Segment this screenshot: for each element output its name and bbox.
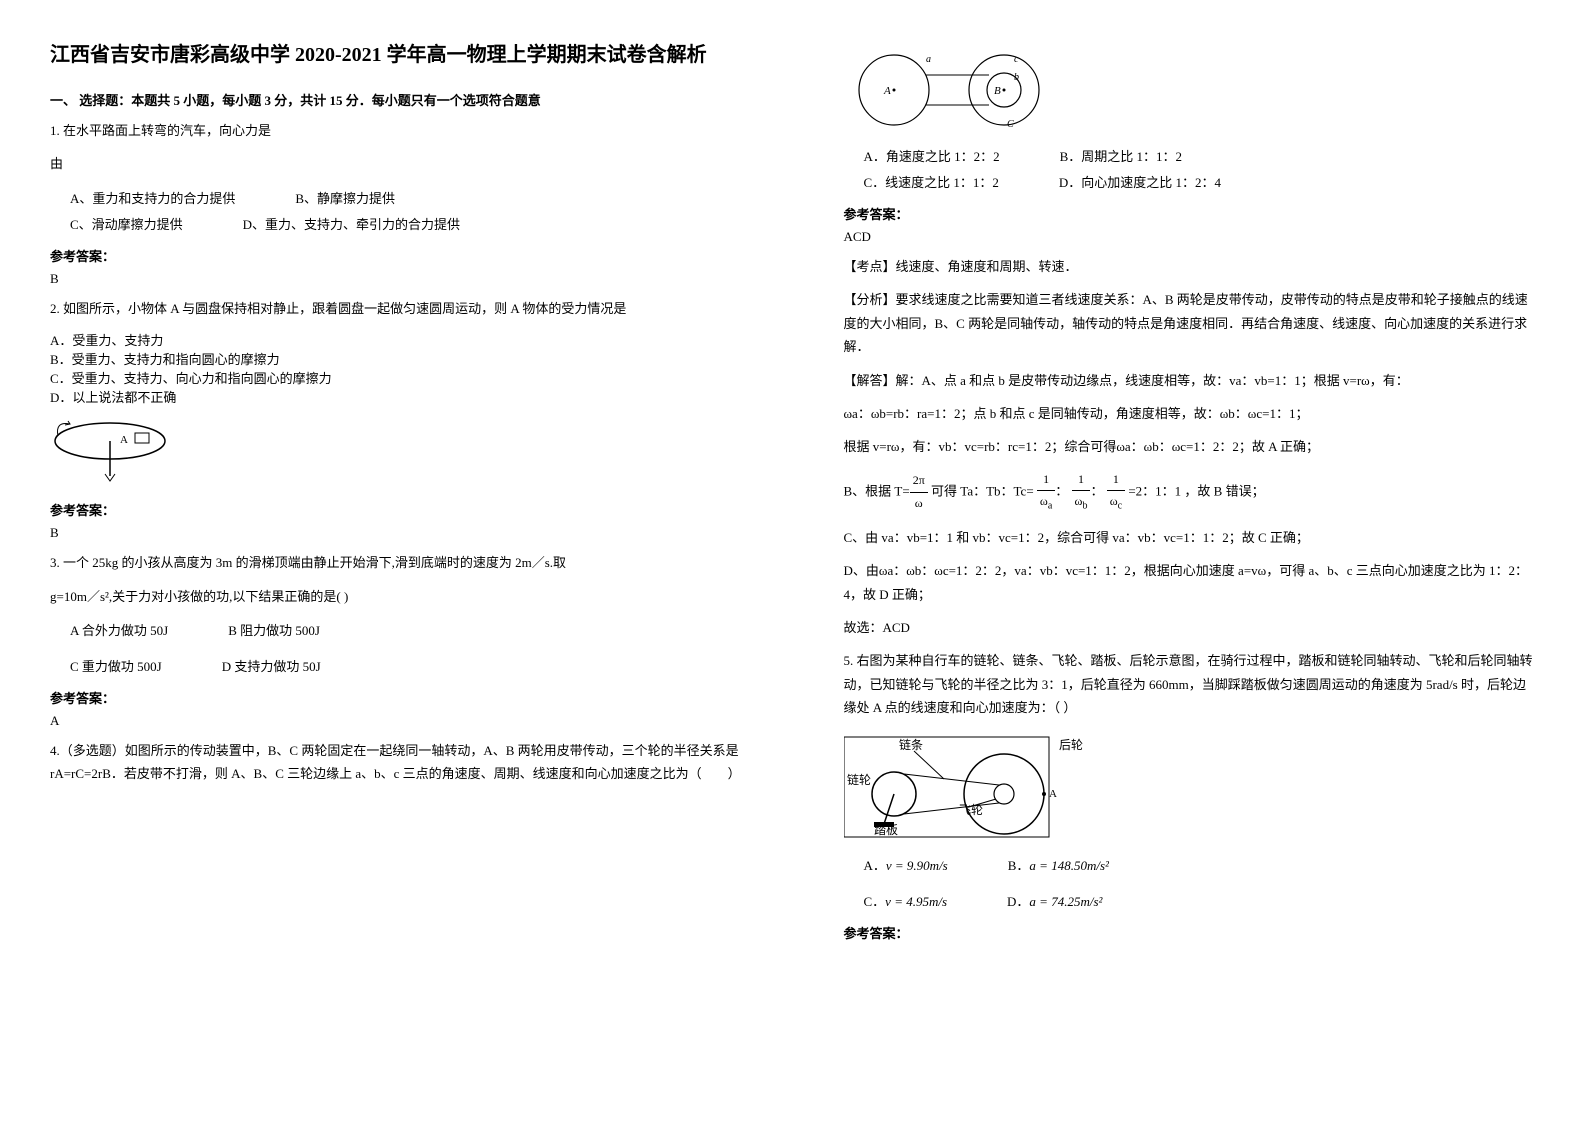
svg-text:A: A: [883, 85, 891, 97]
q4-solve3: 根据 v=rω，有：vb：vc=rb：rc=1：2；综合可得ωa：ωb：ωc=1…: [844, 435, 1538, 458]
q5-optA: A．v = 9.90m/s: [864, 853, 948, 879]
q3-optB: B 阻力做功 500J: [228, 618, 320, 644]
q3-optC: C 重力做功 500J: [70, 654, 162, 680]
right-column: A a B c b C A．角速度之比 1：2：2 B．周期之比 1：1：2 C…: [794, 0, 1587, 1122]
q2-answer-label: 参考答案：: [50, 500, 744, 519]
svg-text:C: C: [1007, 119, 1014, 130]
q4-formula-B: B、根据 T=2πω 可得 Ta：Tb：Tc= 1ωa： 1ωb： 1ωc =2…: [844, 469, 1538, 516]
q1-text: 1. 在水平路面上转弯的汽车，向心力是: [50, 119, 744, 142]
page-title: 江西省吉安市唐彩高级中学 2020-2021 学年高一物理上学期期末试卷含解析: [50, 40, 744, 70]
q4-solve4end: =2：1：1: [1128, 483, 1181, 498]
q4-optC: C．线速度之比 1：1：2: [864, 170, 999, 196]
q4-optD: D．向心加速度之比 1：2：4: [1059, 170, 1221, 196]
svg-text:A: A: [120, 434, 128, 446]
q1-answer-label: 参考答案：: [50, 246, 744, 265]
q5-optD: D．a = 74.25m/s²: [1007, 889, 1102, 915]
q4-optA: A．角速度之比 1：2：2: [864, 144, 1000, 170]
q1-optB: B、静摩擦力提供: [295, 186, 395, 212]
q1-optA: A、重力和支持力的合力提供: [70, 186, 235, 212]
q3-options: A 合外力做功 50J B 阻力做功 500J C 重力做功 500J D 支持…: [70, 618, 744, 680]
label-chain-wheel: 链轮: [847, 772, 871, 787]
q5-optC: C．v = 4.95m/s: [864, 889, 948, 915]
section-heading: 一、 选择题：本题共 5 小题，每小题 3 分，共计 15 分．每小题只有一个选…: [50, 90, 744, 109]
q5-answer-label: 参考答案：: [844, 923, 1538, 942]
q4-solve6: D、由ωa：ωb：ωc=1：2：2，va：vb：vc=1：1：2，根据向心加速度…: [844, 559, 1538, 606]
q2-optB: B．受重力、支持力和指向圆心的摩擦力: [50, 349, 744, 368]
q2-text: 2. 如图所示，小物体 A 与圆盘保持相对静止，跟着圆盘一起做匀速圆周运动，则 …: [50, 297, 744, 320]
q4-text: 4.（多选题）如图所示的传动装置中，B、C 两轮固定在一起绕同一轴转动，A、B …: [50, 739, 744, 786]
q4-optB: B．周期之比 1：1：2: [1060, 144, 1182, 170]
q4-solve1: 【解答】解：A、点 a 和点 b 是皮带传动边缘点，线速度相等，故：va：vb=…: [844, 369, 1538, 392]
q4-options: A．角速度之比 1：2：2 B．周期之比 1：1：2 C．线速度之比 1：1：2…: [864, 144, 1538, 196]
q2-answer: B: [50, 525, 744, 541]
q4-solve4tail: ，故 B 错误；: [1184, 483, 1264, 498]
q3-optA: A 合外力做功 50J: [70, 618, 168, 644]
q4-answer: ACD: [844, 229, 1538, 245]
q3-text2: g=10m／s²,关于力对小孩做的功,以下结果正确的是( ): [50, 585, 744, 608]
svg-text:b: b: [1014, 72, 1019, 83]
disk-diagram: A: [50, 416, 744, 490]
left-column: 江西省吉安市唐彩高级中学 2020-2021 学年高一物理上学期期末试卷含解析 …: [0, 0, 794, 1122]
q1-answer: B: [50, 271, 744, 287]
svg-text:c: c: [1014, 54, 1019, 65]
q4-solve5: C、由 va：vb=1：1 和 vb：vc=1：2，综合可得 va：vb：vc=…: [844, 526, 1538, 549]
q2-optA: A．受重力、支持力: [50, 330, 744, 349]
q1-optD: D、重力、支持力、牵引力的合力提供: [243, 212, 460, 238]
abc-diagram: A a B c b C: [844, 50, 1538, 134]
q4-solve7: 故选：ACD: [844, 616, 1538, 639]
label-rear-wheel: 后轮: [1059, 738, 1083, 752]
label-chain: 链条: [899, 737, 923, 752]
q1-options: A、重力和支持力的合力提供 B、静摩擦力提供 C、滑动摩擦力提供 D、重力、支持…: [70, 186, 744, 238]
q1-sub: 由: [50, 152, 744, 175]
q2-optC: C．受重力、支持力、向心力和指向圆心的摩擦力: [50, 368, 744, 387]
q4-solve4tab: Ta：Tb：Tc=: [960, 483, 1033, 498]
q5-optB: B．a = 148.50m/s²: [1008, 853, 1109, 879]
svg-text:B: B: [994, 85, 1001, 97]
q4-solve4mid: 可得: [931, 483, 957, 498]
q4-analysis: 【分析】要求线速度之比需要知道三者线速度关系：A、B 两轮是皮带传动，皮带传动的…: [844, 288, 1538, 358]
q3-text: 3. 一个 25kg 的小孩从高度为 3m 的滑梯顶端由静止开始滑下,滑到底端时…: [50, 551, 744, 574]
q4-solve2: ωa：ωb=rb：ra=1：2；点 b 和点 c 是同轴传动，角速度相等，故：ω…: [844, 402, 1538, 425]
svg-text:A: A: [1049, 788, 1057, 800]
q4-answer-label: 参考答案：: [844, 204, 1538, 223]
svg-text:a: a: [926, 54, 931, 65]
q4-solve4pre: B、根据: [844, 483, 892, 498]
q2-optD: D．以上说法都不正确: [50, 387, 744, 406]
q5-options: A．v = 9.90m/s B．a = 148.50m/s² C．v = 4.9…: [864, 853, 1538, 915]
q3-answer-label: 参考答案：: [50, 688, 744, 707]
q4-exam-point: 【考点】线速度、角速度和周期、转速．: [844, 255, 1538, 278]
q5-text: 5. 右图为某种自行车的链轮、链条、飞轮、踏板、后轮示意图，在骑行过程中，踏板和…: [844, 649, 1538, 719]
q3-answer: A: [50, 713, 744, 729]
q3-optD: D 支持力做功 50J: [222, 654, 321, 680]
q1-optC: C、滑动摩擦力提供: [70, 212, 183, 238]
bike-diagram: 链轮 链条 后轮 飞轮 踏板 A: [844, 729, 1538, 843]
